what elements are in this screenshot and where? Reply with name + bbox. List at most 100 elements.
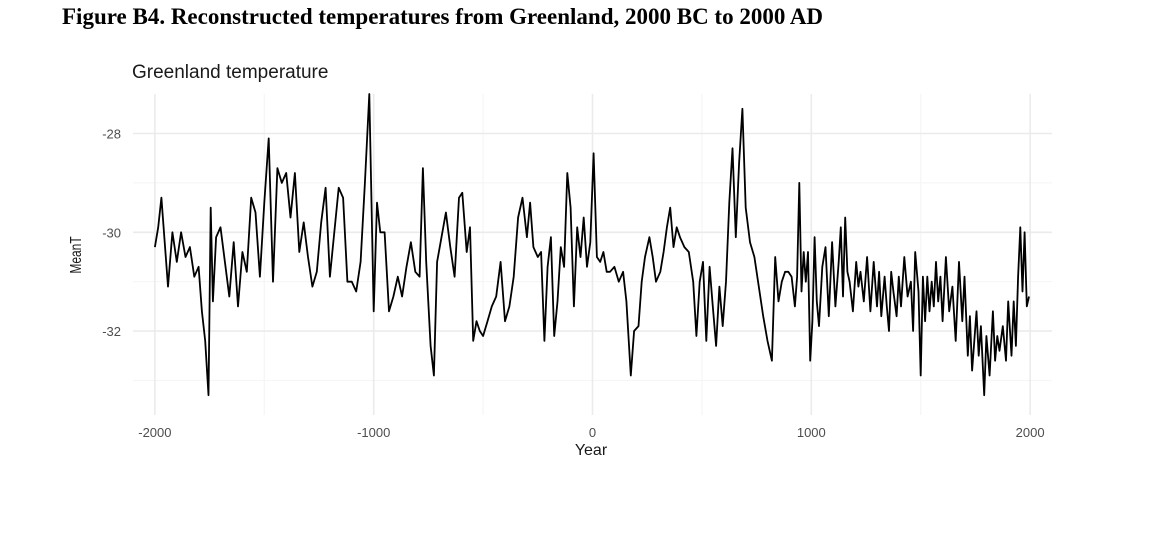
data-point: [1024, 232, 1025, 233]
data-point: [176, 261, 177, 262]
data-point: [1022, 291, 1023, 292]
y-tick-label: -30: [102, 225, 121, 240]
data-point: [676, 227, 677, 228]
data-point: [533, 247, 534, 248]
x-tick-label: 2000: [1016, 425, 1045, 440]
x-tick-label: 1000: [797, 425, 826, 440]
major-gridlines: [133, 94, 1052, 415]
data-point: [1002, 326, 1003, 327]
x-tick-label: -2000: [138, 425, 171, 440]
data-point: [476, 321, 477, 322]
data-point: [237, 306, 238, 307]
data-point: [603, 251, 604, 252]
data-point: [343, 197, 344, 198]
data-point: [1028, 296, 1029, 297]
data-point: [893, 291, 894, 292]
data-point: [838, 261, 839, 262]
data-point: [573, 306, 574, 307]
data-point: [832, 242, 833, 243]
data-point: [852, 311, 853, 312]
data-point: [154, 247, 155, 248]
data-point: [860, 271, 861, 272]
data-point: [964, 276, 965, 277]
data-point: [630, 375, 631, 376]
y-axis-title: MeanT: [66, 236, 84, 274]
data-point: [788, 271, 789, 272]
data-point: [544, 340, 545, 341]
data-point: [201, 311, 202, 312]
data-point: [307, 256, 308, 257]
data-point: [976, 311, 977, 312]
data-point: [609, 271, 610, 272]
data-point: [1018, 276, 1019, 277]
data-point: [634, 330, 635, 331]
data-point: [907, 296, 908, 297]
y-axis-tick-labels: -28 -30 -32: [102, 127, 121, 340]
data-point: [509, 306, 510, 307]
data-point: [898, 276, 899, 277]
data-point: [450, 247, 451, 248]
data-point: [876, 306, 877, 307]
data-point: [158, 227, 159, 228]
data-point: [716, 345, 717, 346]
data-point: [978, 355, 979, 356]
data-point: [491, 306, 492, 307]
data-point: [684, 247, 685, 248]
data-point: [984, 395, 985, 396]
data-point: [791, 276, 792, 277]
data-point: [655, 281, 656, 282]
data-point: [560, 247, 561, 248]
x-axis-title: Year: [575, 442, 608, 459]
data-point: [679, 237, 680, 238]
data-point: [181, 232, 182, 233]
data-point: [942, 321, 943, 322]
data-point: [666, 227, 667, 228]
data-point: [281, 182, 282, 183]
data-point: [767, 340, 768, 341]
data-point: [220, 227, 221, 228]
data-point: [822, 266, 823, 267]
data-point: [454, 276, 455, 277]
data-point: [888, 330, 889, 331]
data-point: [210, 207, 211, 208]
data-point: [504, 321, 505, 322]
data-point: [745, 207, 746, 208]
data-point: [818, 326, 819, 327]
data-point: [931, 281, 932, 282]
data-point: [570, 207, 571, 208]
data-point: [1013, 301, 1014, 302]
data-point: [660, 271, 661, 272]
data-point: [803, 251, 804, 252]
data-point: [940, 276, 941, 277]
data-point: [840, 227, 841, 228]
data-point: [487, 321, 488, 322]
data-point: [185, 256, 186, 257]
data-point: [268, 138, 269, 139]
data-point: [419, 276, 420, 277]
data-point: [483, 335, 484, 336]
data-point: [397, 276, 398, 277]
data-point: [742, 108, 743, 109]
data-point: [554, 335, 555, 336]
data-point: [458, 197, 459, 198]
data-point: [816, 301, 817, 302]
data-point: [754, 256, 755, 257]
data-point: [380, 232, 381, 233]
data-point: [886, 306, 887, 307]
data-point: [541, 251, 542, 252]
data-point: [995, 360, 996, 361]
data-point: [224, 261, 225, 262]
data-point: [437, 261, 438, 262]
data-point: [835, 306, 836, 307]
data-point: [596, 256, 597, 257]
data-point: [212, 301, 213, 302]
data-point: [870, 311, 871, 312]
data-point: [986, 335, 987, 336]
data-point: [758, 286, 759, 287]
data-point: [272, 281, 273, 282]
data-point: [807, 251, 808, 252]
data-point: [958, 261, 959, 262]
data-point: [329, 276, 330, 277]
data-point: [749, 242, 750, 243]
data-point: [246, 271, 247, 272]
